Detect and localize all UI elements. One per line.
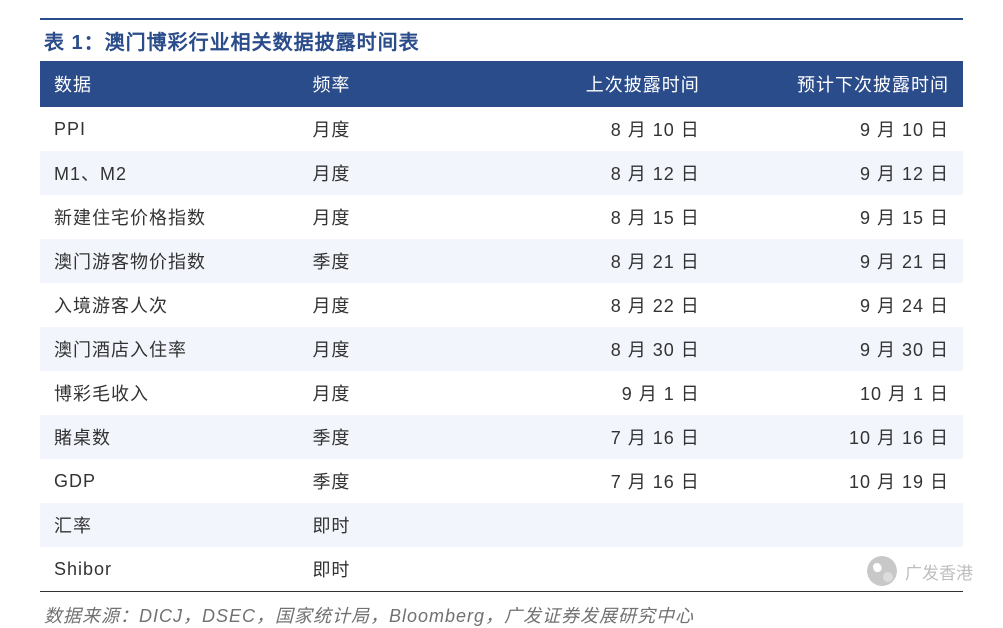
table-cell: 汇率 xyxy=(40,503,298,547)
table-cell: 新建住宅价格指数 xyxy=(40,195,298,239)
col-header-data: 数据 xyxy=(40,61,298,107)
table-cell: 季度 xyxy=(298,415,464,459)
table-cell: 澳门酒店入住率 xyxy=(40,327,298,371)
table-cell xyxy=(465,547,714,591)
table-cell: 10 月 19 日 xyxy=(714,459,963,503)
table-header-row: 数据 频率 上次披露时间 预计下次披露时间 xyxy=(40,61,963,107)
table-cell: 9 月 21 日 xyxy=(714,239,963,283)
table-cell: 8 月 15 日 xyxy=(465,195,714,239)
table-row: 澳门酒店入住率月度8 月 30 日9 月 30 日 xyxy=(40,327,963,371)
data-source-line: 数据来源：DICJ，DSEC，国家统计局，Bloomberg，广发证券发展研究中… xyxy=(40,592,963,628)
col-header-last: 上次披露时间 xyxy=(465,61,714,107)
table-cell xyxy=(465,503,714,547)
table-cell: 即时 xyxy=(298,503,464,547)
table-row: 博彩毛收入月度9 月 1 日10 月 1 日 xyxy=(40,371,963,415)
title-rule-wrap: 表 1：澳门博彩行业相关数据披露时间表 xyxy=(40,18,963,61)
table-cell: 博彩毛收入 xyxy=(40,371,298,415)
disclosure-schedule-table: 数据 频率 上次披露时间 预计下次披露时间 PPI月度8 月 10 日9 月 1… xyxy=(40,61,963,591)
table-cell: Shibor xyxy=(40,547,298,591)
table-cell: 月度 xyxy=(298,371,464,415)
table-cell: 入境游客人次 xyxy=(40,283,298,327)
table-row: Shibor即时 xyxy=(40,547,963,591)
table-row: 澳门游客物价指数季度8 月 21 日9 月 21 日 xyxy=(40,239,963,283)
table-cell: 即时 xyxy=(298,547,464,591)
table-cell: 7 月 16 日 xyxy=(465,459,714,503)
table-row: 新建住宅价格指数月度8 月 15 日9 月 15 日 xyxy=(40,195,963,239)
table-cell xyxy=(714,503,963,547)
table-cell: 10 月 16 日 xyxy=(714,415,963,459)
table-cell: 澳门游客物价指数 xyxy=(40,239,298,283)
table-row: M1、M2月度8 月 12 日9 月 12 日 xyxy=(40,151,963,195)
table-cell: 9 月 1 日 xyxy=(465,371,714,415)
table-cell: 8 月 10 日 xyxy=(465,107,714,151)
table-cell: 月度 xyxy=(298,195,464,239)
table-cell: 季度 xyxy=(298,459,464,503)
table-cell: 8 月 30 日 xyxy=(465,327,714,371)
table-title: 表 1：澳门博彩行业相关数据披露时间表 xyxy=(40,26,963,55)
table-cell: 8 月 22 日 xyxy=(465,283,714,327)
table-cell: 9 月 24 日 xyxy=(714,283,963,327)
table-cell: 8 月 12 日 xyxy=(465,151,714,195)
table-cell: 月度 xyxy=(298,151,464,195)
table-cell: M1、M2 xyxy=(40,151,298,195)
table-cell: 9 月 30 日 xyxy=(714,327,963,371)
table-cell: 季度 xyxy=(298,239,464,283)
table-cell: 9 月 10 日 xyxy=(714,107,963,151)
table-row: GDP季度7 月 16 日10 月 19 日 xyxy=(40,459,963,503)
table-cell: 賭桌数 xyxy=(40,415,298,459)
table-cell: 8 月 21 日 xyxy=(465,239,714,283)
col-header-freq: 频率 xyxy=(298,61,464,107)
table-row: 入境游客人次月度8 月 22 日9 月 24 日 xyxy=(40,283,963,327)
table-cell: PPI xyxy=(40,107,298,151)
table-cell: 9 月 15 日 xyxy=(714,195,963,239)
table-cell: 7 月 16 日 xyxy=(465,415,714,459)
table-cell: GDP xyxy=(40,459,298,503)
table-row: 汇率即时 xyxy=(40,503,963,547)
col-header-next: 预计下次披露时间 xyxy=(714,61,963,107)
table-cell: 9 月 12 日 xyxy=(714,151,963,195)
table-cell: 10 月 1 日 xyxy=(714,371,963,415)
table-row: 賭桌数季度7 月 16 日10 月 16 日 xyxy=(40,415,963,459)
table-cell: 月度 xyxy=(298,327,464,371)
table-cell: 月度 xyxy=(298,107,464,151)
table-cell: 月度 xyxy=(298,283,464,327)
table-cell xyxy=(714,547,963,591)
table-row: PPI月度8 月 10 日9 月 10 日 xyxy=(40,107,963,151)
